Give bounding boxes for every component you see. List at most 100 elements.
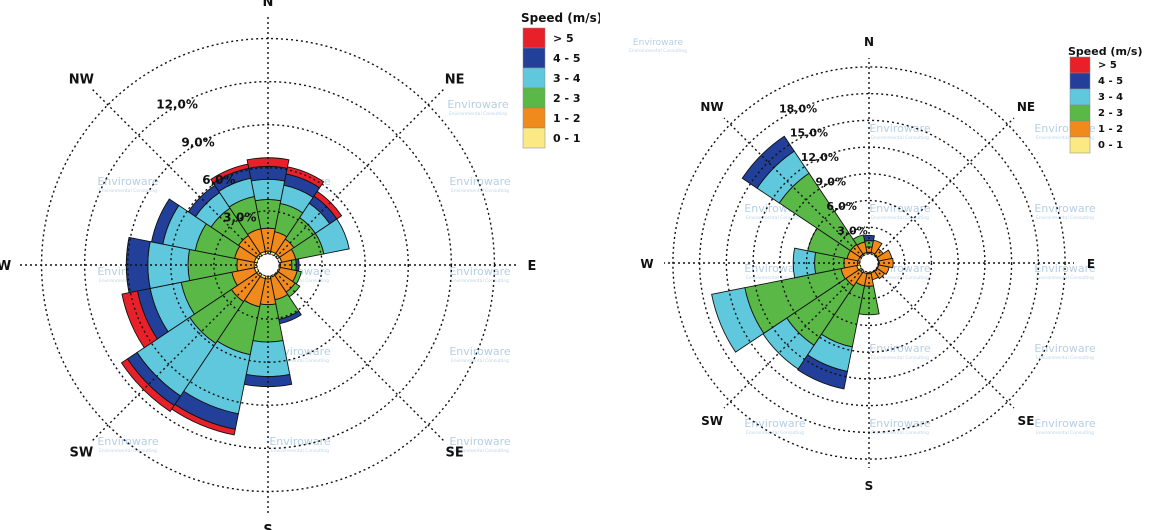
grid-spoke bbox=[874, 268, 1015, 409]
legend-label: > 5 bbox=[553, 32, 574, 45]
ring-label: 6,0% bbox=[826, 200, 857, 213]
watermark-tagline: Environmental Consulting bbox=[99, 188, 157, 194]
direction-label-e: E bbox=[1087, 257, 1095, 271]
ring-label: 18,0% bbox=[779, 102, 817, 115]
direction-label-group: N NE E SE S SW W NW bbox=[0, 0, 536, 530]
watermark-brand: Enviroware bbox=[447, 98, 509, 111]
legend-swatch bbox=[1069, 56, 1091, 74]
ring-label: 9,0% bbox=[181, 135, 214, 149]
petal-e-bin-4 bbox=[295, 258, 300, 272]
direction-label-sw: SW bbox=[69, 446, 93, 461]
watermark-tagline: Environmental Consulting bbox=[449, 111, 507, 117]
legend-label: 3 - 4 bbox=[553, 72, 581, 85]
legend-label: 3 - 4 bbox=[1098, 92, 1123, 103]
spoke-grid bbox=[664, 58, 1074, 468]
watermark-tagline: Environmental Consulting bbox=[871, 215, 929, 221]
petal-ese-bin-1 bbox=[876, 264, 890, 276]
watermark-brand: Enviroware bbox=[1034, 342, 1096, 355]
spoke-grid bbox=[20, 17, 516, 513]
petal-wsw-bin-3 bbox=[711, 287, 765, 353]
watermark-tagline: Environmental Consulting bbox=[99, 448, 157, 454]
ring-label: 9,0% bbox=[815, 176, 846, 189]
direction-label-n: N bbox=[263, 0, 274, 10]
watermark-tagline: Environmental Consulting bbox=[451, 278, 509, 284]
grid-ring bbox=[213, 210, 323, 320]
direction-label-se: SE bbox=[1018, 414, 1035, 428]
petal-ene-bin-3 bbox=[314, 218, 350, 255]
watermark-brand: Enviroware bbox=[449, 435, 511, 448]
watermark-tagline: Environmental Consulting bbox=[1036, 355, 1094, 361]
watermark-brand: Enviroware bbox=[633, 38, 684, 48]
watermark-tagline: Environmental Consulting bbox=[871, 355, 929, 361]
petal-sw-bin-5 bbox=[120, 358, 175, 413]
watermark-brand: Enviroware bbox=[1034, 202, 1096, 215]
watermark-tagline: Environmental Consulting bbox=[1036, 215, 1094, 221]
direction-label-w: W bbox=[0, 259, 11, 274]
ring-label: 6,0% bbox=[202, 173, 235, 187]
grid-ring bbox=[127, 124, 409, 406]
calm-center bbox=[256, 253, 280, 277]
watermark-tagline: Environmental Consulting bbox=[746, 215, 804, 221]
ring-label-group: 3,0% 6,0% 9,0% 12,0% bbox=[156, 98, 256, 225]
direction-label-s: S bbox=[865, 479, 874, 493]
watermark-brand: Enviroware bbox=[449, 175, 511, 188]
direction-label-nw: NW bbox=[700, 100, 723, 114]
direction-label-sw: SW bbox=[701, 414, 723, 428]
petal-nnw-bin-5 bbox=[210, 163, 250, 184]
watermark-tagline: Environmental Consulting bbox=[871, 275, 929, 281]
legend-swatch bbox=[522, 47, 546, 69]
grid-ring bbox=[805, 199, 933, 327]
legend: Speed (m/s) > 5 4 - 5 3 - 4 2 - 3 1 - 2 0 - 1 bbox=[1068, 45, 1143, 154]
watermark-tagline: Environmental Consulting bbox=[629, 48, 687, 54]
legend-label: 2 - 3 bbox=[1098, 108, 1123, 119]
direction-label-e: E bbox=[528, 259, 537, 274]
legend-label: 2 - 3 bbox=[553, 92, 581, 105]
legend-swatch bbox=[522, 107, 546, 129]
watermark-tagline: Environmental Consulting bbox=[451, 448, 509, 454]
legend: Speed (m/s) > 5 4 - 5 3 - 4 2 - 3 1 - 2 0 - 1 bbox=[521, 11, 600, 149]
ring-label-group: 3,0% 6,0% 9,0% 12,0% 15,0% 18,0% bbox=[779, 102, 868, 237]
watermark-brand: Enviroware bbox=[744, 417, 806, 430]
legend-label: 0 - 1 bbox=[553, 132, 581, 145]
legend-swatch bbox=[1069, 88, 1091, 106]
direction-label-ne: NE bbox=[1017, 100, 1035, 114]
watermark-tagline: Environmental Consulting bbox=[746, 430, 804, 436]
legend-swatch bbox=[1069, 120, 1091, 138]
watermark-brand: Enviroware bbox=[869, 417, 931, 430]
petal-ssw-bin-4 bbox=[797, 354, 848, 390]
watermark-tagline: Environmental Consulting bbox=[746, 275, 804, 281]
petal-group bbox=[120, 157, 350, 436]
watermark-brand: Enviroware bbox=[869, 122, 931, 135]
direction-label-se: SE bbox=[446, 446, 464, 461]
legend-label: 4 - 5 bbox=[1098, 76, 1123, 87]
ring-label: 15,0% bbox=[790, 127, 828, 140]
watermark-brand: Enviroware bbox=[449, 265, 511, 278]
direction-label-ne: NE bbox=[445, 72, 465, 87]
legend-title: Speed (m/s) bbox=[1068, 45, 1143, 58]
legend-title: Speed (m/s) bbox=[521, 11, 600, 25]
ring-label: 3,0% bbox=[837, 224, 868, 237]
legend-swatch bbox=[1069, 72, 1091, 90]
watermark-brand: Enviroware bbox=[869, 342, 931, 355]
watermark-tagline: Environmental Consulting bbox=[451, 358, 509, 364]
watermark-tagline: Environmental Consulting bbox=[451, 188, 509, 194]
watermark-brand: Enviroware bbox=[97, 435, 159, 448]
watermark-brand: Enviroware bbox=[269, 435, 331, 448]
direction-label-group: N NE E SE S SW W NW bbox=[640, 35, 1095, 493]
watermark-tagline: Environmental Consulting bbox=[271, 278, 329, 284]
legend-label: 4 - 5 bbox=[553, 52, 581, 65]
direction-label-s: S bbox=[263, 523, 272, 530]
watermark-tagline: Environmental Consulting bbox=[1036, 135, 1094, 141]
watermark-brand: Enviroware bbox=[1034, 417, 1096, 430]
ring-label: 3,0% bbox=[223, 211, 256, 225]
grid-ring bbox=[83, 80, 453, 450]
legend-label: 1 - 2 bbox=[553, 112, 581, 125]
petal-wnw-bin-4 bbox=[151, 198, 180, 245]
direction-label-n: N bbox=[864, 35, 874, 49]
watermark-tagline: Environmental Consulting bbox=[271, 448, 329, 454]
legend-label: 0 - 1 bbox=[1098, 140, 1123, 151]
legend-swatch bbox=[522, 87, 546, 109]
direction-label-w: W bbox=[640, 257, 653, 271]
legend-label: 1 - 2 bbox=[1098, 124, 1123, 135]
